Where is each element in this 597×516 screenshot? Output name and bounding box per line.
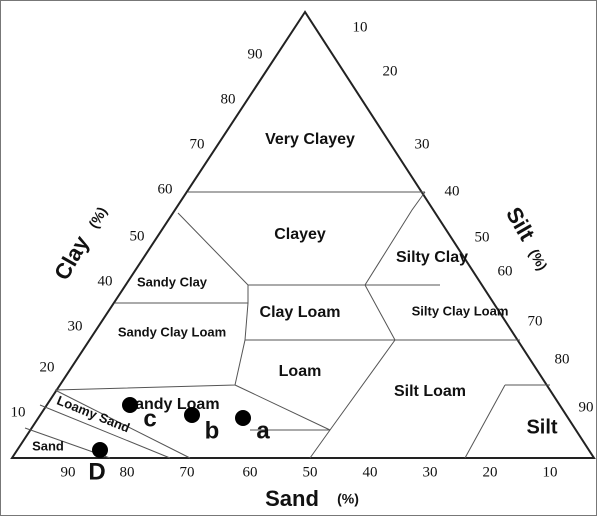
tick-label: 90 bbox=[579, 399, 594, 415]
tick-label: 30 bbox=[68, 318, 83, 334]
tick-label: 90 bbox=[248, 46, 263, 62]
axis-title: Sand bbox=[265, 486, 319, 511]
tick-label: 30 bbox=[423, 464, 438, 480]
region-label: Sandy Clay Loam bbox=[118, 324, 226, 339]
tick-label: 20 bbox=[483, 464, 498, 480]
region-label: Sand bbox=[32, 438, 64, 453]
tick-label: 40 bbox=[363, 464, 378, 480]
tick-label: 60 bbox=[158, 181, 173, 197]
sand-ticks: 90 80 70 60 50 40 30 20 10 bbox=[61, 464, 558, 480]
silt-ticks: 10 20 30 40 50 60 70 80 90 bbox=[353, 19, 594, 415]
tick-label: 40 bbox=[445, 183, 460, 199]
tick-label: 90 bbox=[61, 464, 76, 480]
region-label: Sandy Loam bbox=[124, 396, 219, 413]
tick-label: 80 bbox=[555, 351, 570, 367]
region-label: Silty Clay Loam bbox=[412, 303, 509, 318]
sample-point bbox=[184, 407, 200, 423]
sample-label: b bbox=[205, 417, 220, 444]
boundary bbox=[309, 339, 396, 459]
clay-ticks: 90 80 70 60 50 40 30 20 10 bbox=[11, 46, 263, 420]
tick-label: 50 bbox=[303, 464, 318, 480]
boundary bbox=[364, 191, 426, 341]
region-label: Very Clayey bbox=[265, 131, 355, 148]
region-label: Silt Loam bbox=[394, 383, 466, 400]
tick-label: 40 bbox=[98, 273, 113, 289]
region-label: Silt bbox=[526, 416, 557, 438]
samples: c b a D bbox=[88, 397, 270, 485]
tick-label: 80 bbox=[120, 464, 135, 480]
region-label: Loam bbox=[279, 363, 322, 380]
region-label: Silty Clay bbox=[396, 249, 468, 266]
tick-label: 20 bbox=[40, 359, 55, 375]
tick-label: 10 bbox=[11, 404, 26, 420]
sample-point bbox=[122, 397, 138, 413]
boundary bbox=[54, 302, 249, 391]
region-label: Clay Loam bbox=[260, 304, 341, 321]
tick-label: 10 bbox=[543, 464, 558, 480]
boundary bbox=[464, 384, 506, 459]
axis-unit: (%) bbox=[337, 491, 359, 507]
sample-label: D bbox=[88, 458, 105, 485]
sample-point bbox=[92, 442, 108, 458]
sample-label: a bbox=[256, 417, 270, 444]
triangle bbox=[10, 10, 596, 459]
tick-label: 70 bbox=[528, 313, 543, 329]
tick-label: 50 bbox=[130, 228, 145, 244]
tick-label: 20 bbox=[383, 63, 398, 79]
tick-label: 70 bbox=[190, 136, 205, 152]
region-label: Sandy Clay bbox=[137, 274, 208, 289]
region-label: Clayey bbox=[274, 226, 326, 243]
tick-label: 60 bbox=[498, 263, 513, 279]
tick-label: 70 bbox=[180, 464, 195, 480]
tick-label: 30 bbox=[415, 136, 430, 152]
sample-point bbox=[235, 410, 251, 426]
boundary bbox=[39, 404, 171, 459]
tick-label: 60 bbox=[243, 464, 258, 480]
tick-label: 80 bbox=[221, 91, 236, 107]
boundary bbox=[54, 389, 191, 459]
tick-label: 50 bbox=[475, 229, 490, 245]
tick-label: 10 bbox=[353, 19, 368, 35]
sample-label: c bbox=[143, 405, 156, 432]
